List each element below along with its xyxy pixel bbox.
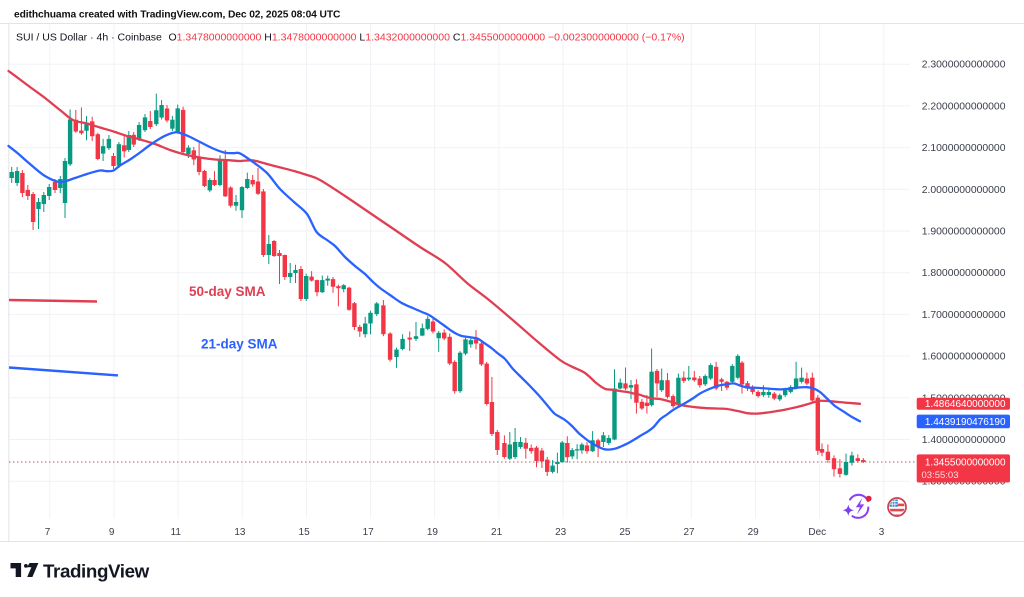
svg-text:1.4864640000000: 1.4864640000000 [925, 399, 1006, 410]
svg-text:21: 21 [491, 527, 503, 538]
svg-text:edithchuama created with Tradi: edithchuama created with TradingView.com… [14, 10, 341, 21]
svg-text:1.7000000000000: 1.7000000000000 [922, 310, 1006, 321]
svg-text:1.8000000000000: 1.8000000000000 [922, 268, 1006, 279]
svg-text:29: 29 [748, 527, 760, 538]
svg-text:25: 25 [619, 527, 631, 538]
svg-text:50-day SMA: 50-day SMA [189, 284, 266, 299]
svg-text:O1.3478000000000 H1.3478000000: O1.3478000000000 H1.3478000000000 L1.343… [169, 32, 685, 44]
svg-text:2.2000000000000: 2.2000000000000 [922, 101, 1006, 112]
svg-text:1.3455000000000: 1.3455000000000 [925, 458, 1006, 469]
svg-text:11: 11 [171, 527, 182, 538]
svg-text:1.6000000000000: 1.6000000000000 [922, 352, 1006, 363]
svg-text:Dec: Dec [808, 527, 826, 538]
svg-text:27: 27 [683, 527, 695, 538]
svg-text:1.9000000000000: 1.9000000000000 [922, 227, 1006, 238]
svg-text:15: 15 [299, 527, 311, 538]
svg-text:23: 23 [555, 527, 567, 538]
svg-text:SUI / US Dollar · 4h · Coinbas: SUI / US Dollar · 4h · Coinbase [16, 32, 162, 44]
svg-text:2.1000000000000: 2.1000000000000 [922, 143, 1006, 154]
svg-text:9: 9 [109, 527, 115, 538]
svg-text:3: 3 [879, 527, 885, 538]
svg-text:13: 13 [234, 527, 246, 538]
svg-text:TradingView: TradingView [43, 561, 150, 582]
svg-text:21-day SMA: 21-day SMA [201, 337, 278, 352]
svg-text:2.3000000000000: 2.3000000000000 [922, 60, 1006, 71]
svg-text:2.0000000000000: 2.0000000000000 [922, 185, 1006, 196]
svg-text:1.4000000000000: 1.4000000000000 [922, 435, 1006, 446]
svg-text:1.4439190476190: 1.4439190476190 [925, 417, 1006, 428]
svg-text:7: 7 [45, 527, 51, 538]
svg-text:19: 19 [427, 527, 439, 538]
svg-text:17: 17 [363, 527, 375, 538]
svg-text:03:55:03: 03:55:03 [922, 470, 959, 481]
